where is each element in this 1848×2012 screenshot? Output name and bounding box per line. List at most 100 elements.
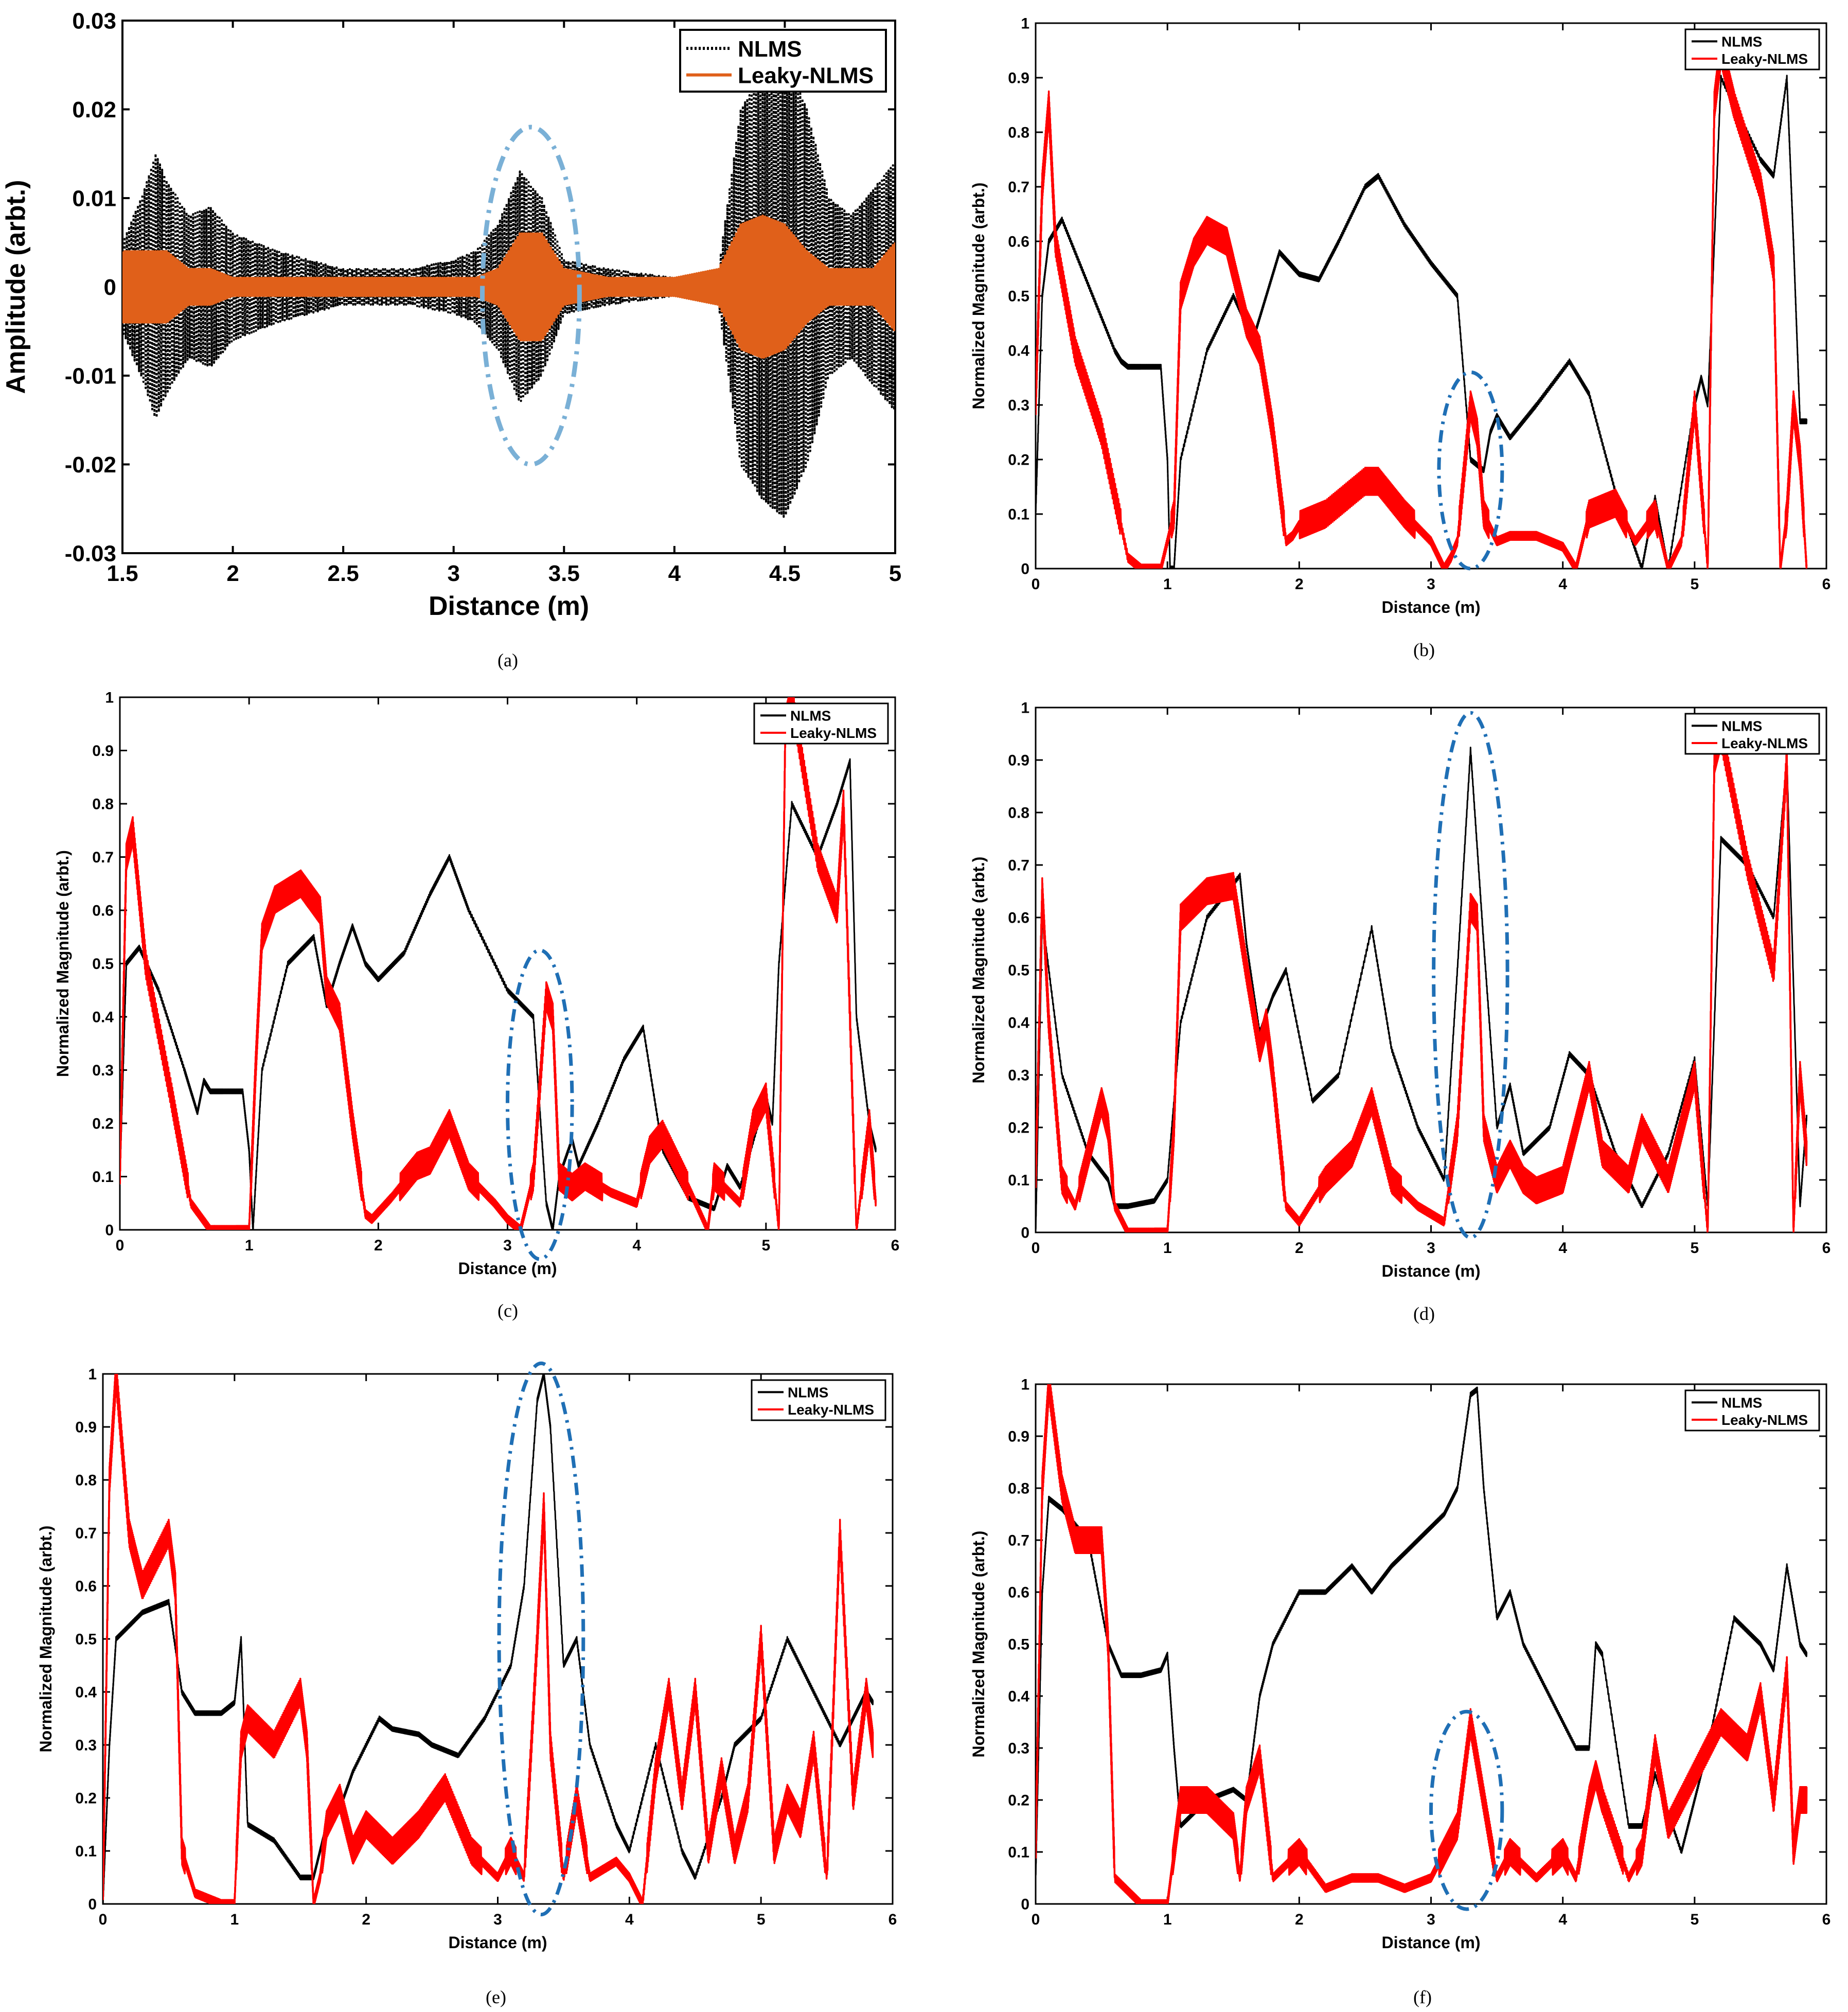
x-tick-label: 2.5: [328, 561, 359, 586]
y-tick-label: 0.3: [92, 1062, 114, 1079]
y-tick-label: 0.8: [1008, 805, 1029, 822]
y-axis-label: Normalized Magnitude (arbt.): [969, 1531, 988, 1758]
chart-d: 0 1 2 3 4 5 6 0 0.1 0.2 0.3 0.4 0.5 0.6 0.7 0.8 0.9 1 Dist…: [969, 700, 1831, 1281]
legend-box: [679, 29, 887, 93]
y-tick-label: 0.5: [75, 1631, 97, 1648]
y-tick-label: 0.7: [1008, 857, 1029, 874]
series-leaky-nlms-line: [122, 215, 895, 359]
y-tick-label: 0.8: [1008, 1480, 1029, 1497]
y-tick-label: 0.7: [92, 849, 114, 866]
y-tick-label: 0.7: [75, 1525, 97, 1542]
x-tick-label: 2: [1295, 576, 1304, 593]
y-tick-label: 1: [1021, 700, 1029, 717]
y-tick-label: 0.9: [92, 743, 114, 760]
x-tick-label: 5: [1690, 576, 1699, 593]
x-tick-label: 3: [1427, 576, 1435, 593]
y-tick-label: 0.8: [1008, 125, 1029, 142]
x-tick-label: 5: [757, 1911, 766, 1928]
x-tick-label: 3: [447, 561, 459, 586]
y-tick-label: -0.03: [65, 541, 116, 566]
x-tick-label: 5: [1690, 1911, 1699, 1928]
highlight-ellipse: [1437, 370, 1504, 571]
y-tick-label: 0: [105, 1222, 114, 1239]
y-tick-label: 0.6: [75, 1578, 97, 1595]
y-tick-label: 0.2: [1008, 452, 1029, 469]
x-tick-label: 4.5: [769, 561, 801, 586]
y-tick-label: 0.8: [92, 796, 114, 813]
y-tick-label: 0.4: [1008, 1688, 1029, 1705]
x-axis-label: Distance (m): [1381, 1262, 1480, 1280]
y-tick-label: 1: [88, 1366, 97, 1383]
x-tick-label: 5: [1690, 1240, 1699, 1257]
series-nlms-line: [1036, 75, 1808, 569]
caption-e: (e): [486, 1987, 506, 2007]
legend-leaky-nlms-label: Leaky-NLMS: [788, 1402, 874, 1418]
y-axis-label: Normalized Magnitude (arbt.): [969, 857, 988, 1084]
highlight-ellipse: [497, 1361, 585, 1917]
axes-box: [1035, 1383, 1827, 1905]
y-tick-label: 0.6: [1008, 234, 1029, 251]
chart-c: 0 1 2 3 4 5 6 0 0.1 0.2 0.3 0.4 0.5 0.6 0.7 0.8 0.9 1 Dist…: [54, 690, 899, 1278]
x-tick-label: 4: [668, 561, 681, 586]
x-tick-label: 5: [761, 1237, 770, 1254]
x-tick-label: 2: [374, 1237, 383, 1254]
legend: NLMS Leaky-NLMS: [753, 702, 889, 745]
y-axis-label: Amplitude (arbt.): [1, 180, 31, 394]
y-tick-label: 0.3: [1008, 1740, 1029, 1757]
y-tick-label: 0.5: [92, 956, 114, 973]
x-tick-label: 1: [245, 1237, 254, 1254]
x-tick-label: 1: [1163, 1911, 1172, 1928]
series-nlms-line: [120, 758, 877, 1230]
x-tick-label: 4: [1558, 576, 1567, 593]
x-tick-label: 2: [362, 1911, 370, 1928]
series-leaky-nlms-line: [120, 697, 877, 1230]
y-tick-label: 0.9: [1008, 1428, 1029, 1445]
x-tick-label: 4: [1558, 1911, 1567, 1928]
x-tick-label: 0: [116, 1237, 125, 1254]
series-leaky-nlms-line: [1036, 36, 1808, 569]
legend-box: [1684, 28, 1820, 70]
y-tick-label: 0.9: [1008, 70, 1029, 87]
x-tick-label: 6: [1822, 1911, 1831, 1928]
x-tick-label: 4: [625, 1911, 634, 1928]
legend-leaky-nlms-label: Leaky-NLMS: [1721, 1412, 1808, 1428]
y-axis-label: Normalized Magnitude (arbt.): [969, 183, 988, 410]
caption-c: (c): [497, 1300, 518, 1321]
y-tick-label: 0.1: [75, 1843, 97, 1860]
x-tick-label: 3: [493, 1911, 502, 1928]
y-tick-label: 0: [88, 1896, 97, 1913]
y-tick-label: 1: [105, 690, 114, 707]
x-tick-label: 6: [1822, 1240, 1831, 1257]
y-tick-label: 0.03: [72, 8, 116, 33]
legend-leaky-nlms-label: Leaky-NLMS: [790, 725, 877, 741]
y-tick-label: 0.2: [75, 1790, 97, 1807]
x-tick-label: 3: [503, 1237, 512, 1254]
chart-b: 0 1 2 3 4 5 6 0 0.1 0.2 0.3 0.4 0.5 0.6 0.7 0.8 0.9 1 Dist…: [969, 15, 1831, 617]
highlight-ellipse: [1432, 711, 1509, 1240]
legend-nlms-label: NLMS: [1721, 718, 1762, 734]
y-tick-label: 0.4: [92, 1009, 114, 1026]
y-tick-label: 0.1: [1008, 506, 1029, 523]
x-tick-label: 6: [891, 1237, 900, 1254]
axes-box: [102, 1373, 894, 1905]
chart-f: 0 1 2 3 4 5 6 0 0.1 0.2 0.3 0.4 0.5 0.6 0.7 0.8 0.9 1 Dist…: [969, 1376, 1831, 1952]
y-tick-label: -0.02: [65, 452, 116, 478]
y-tick-label: 0.5: [1008, 1636, 1029, 1653]
y-tick-label: 0.1: [1008, 1844, 1029, 1861]
x-tick-label: 3: [1427, 1911, 1435, 1928]
y-tick-label: 0: [1021, 561, 1029, 578]
y-tick-label: 0.7: [1008, 1532, 1029, 1549]
y-tick-label: 0.9: [1008, 752, 1029, 769]
legend-nlms-label: NLMS: [790, 708, 831, 723]
x-tick-label: 2: [226, 561, 239, 586]
y-tick-label: 0.6: [92, 903, 114, 920]
chart-e: 0 1 2 3 4 5 6 0 0.1 0.2 0.3 0.4 0.5 0.6 0.7 0.8 0.9 1 Dist…: [37, 1361, 897, 1952]
caption-f: (f): [1413, 1987, 1432, 2007]
series-nlms-line: [1036, 1386, 1808, 1876]
y-tick-label: 0.01: [72, 186, 116, 211]
highlight-ellipse: [505, 948, 574, 1261]
y-tick-label: 0.8: [75, 1472, 97, 1489]
x-axis-label: Distance (m): [458, 1259, 557, 1278]
